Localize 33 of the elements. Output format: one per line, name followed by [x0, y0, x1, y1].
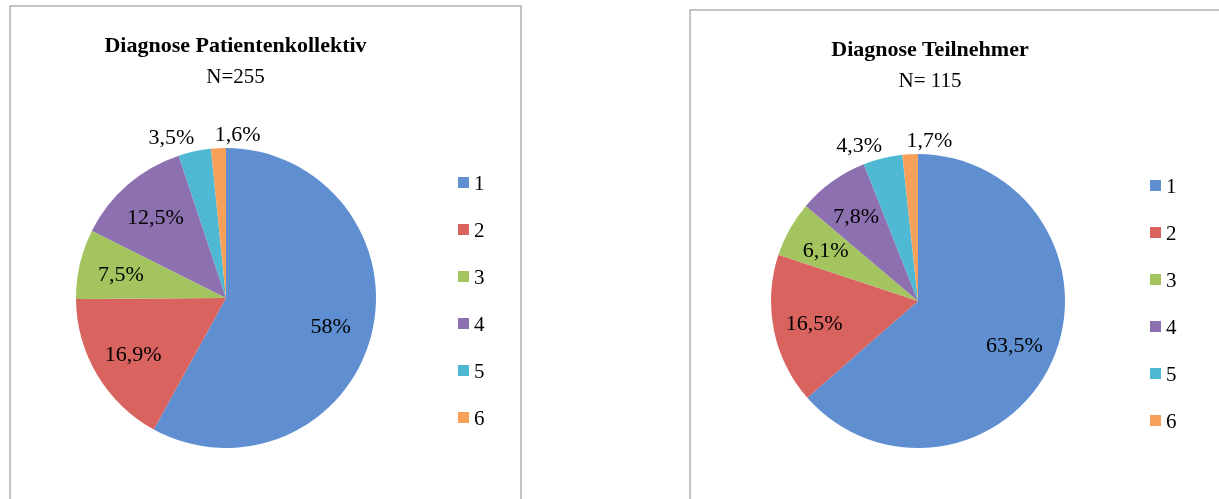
chart-subtitle: N= 115: [898, 68, 962, 92]
data-label: 16,5%: [785, 309, 843, 335]
pie-slice: [76, 298, 226, 430]
data-label: 1,6%: [214, 120, 261, 146]
legend-label: 6: [474, 406, 485, 431]
legend-label: 3: [1166, 268, 1177, 293]
pie-slice: [76, 230, 226, 299]
data-label: 6,1%: [802, 236, 849, 262]
chart-title: Diagnose Patientenkollektiv: [104, 32, 367, 57]
data-label: 3,5%: [148, 124, 195, 150]
pie-slice: [805, 164, 918, 301]
legend-label: 2: [474, 218, 485, 243]
pie-slice: [778, 205, 918, 301]
data-label: 7,5%: [97, 261, 144, 287]
data-label: 58%: [310, 312, 351, 338]
data-label: 4,3%: [836, 131, 883, 157]
legend-label: 4: [474, 312, 485, 337]
pie-slice: [91, 155, 226, 298]
chart-title: Diagnose Teilnehmer: [831, 36, 1029, 61]
legend-label: 6: [1166, 409, 1177, 434]
legend-label: 4: [1166, 315, 1177, 340]
legend-label: 5: [1166, 362, 1177, 387]
chart-subtitle: N=255: [206, 64, 265, 88]
data-label: 16,9%: [104, 340, 162, 366]
legend-label: 1: [474, 171, 485, 196]
data-label: 63,5%: [985, 332, 1043, 358]
data-label: 12,5%: [126, 204, 184, 230]
legend-label: 5: [474, 359, 485, 384]
legend-label: 2: [1166, 221, 1177, 246]
legend-label: 3: [474, 265, 485, 290]
legend-label: 1: [1166, 174, 1177, 199]
data-label: 7,8%: [833, 202, 880, 228]
data-label: 1,7%: [906, 127, 953, 153]
